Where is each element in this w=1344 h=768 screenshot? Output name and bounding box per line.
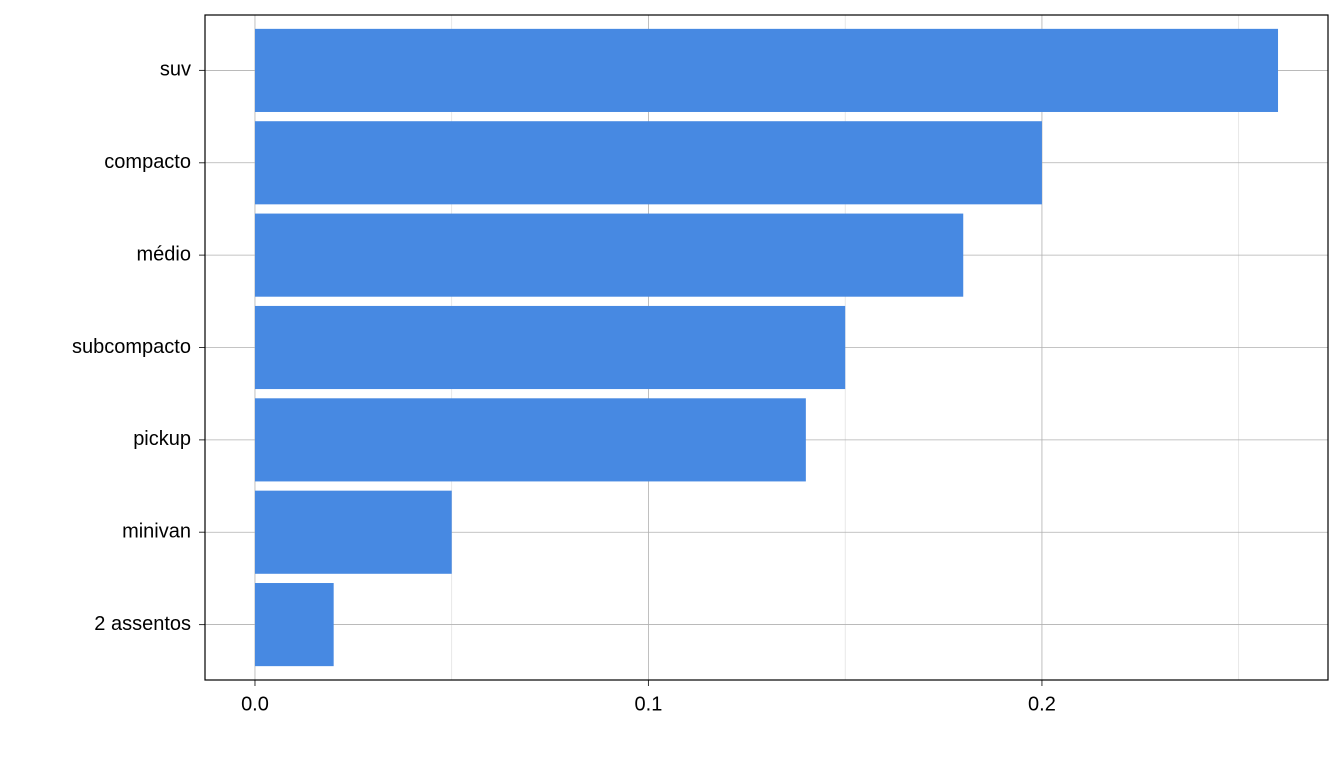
x-tick-label: 0.0: [241, 693, 269, 715]
y-tick-label: 2 assentos: [94, 613, 191, 635]
bar: [254, 490, 452, 574]
bar: [254, 305, 846, 390]
panel-border: [204, 14, 1329, 681]
x-tick-label: 0.2: [1028, 693, 1056, 715]
bar: [254, 213, 964, 297]
y-tick-label: suv: [160, 59, 191, 81]
x-tick-label: 0.1: [635, 693, 663, 715]
bar: [254, 398, 806, 482]
y-tick-label: subcompacto: [72, 336, 191, 358]
y-tick-label: médio: [137, 243, 191, 265]
bar: [254, 121, 1042, 205]
bar: [254, 583, 334, 667]
bar: [254, 28, 1279, 112]
y-tick-label: compacto: [104, 151, 191, 173]
y-tick-label: pickup: [133, 428, 191, 450]
y-tick-label: minivan: [122, 521, 191, 543]
